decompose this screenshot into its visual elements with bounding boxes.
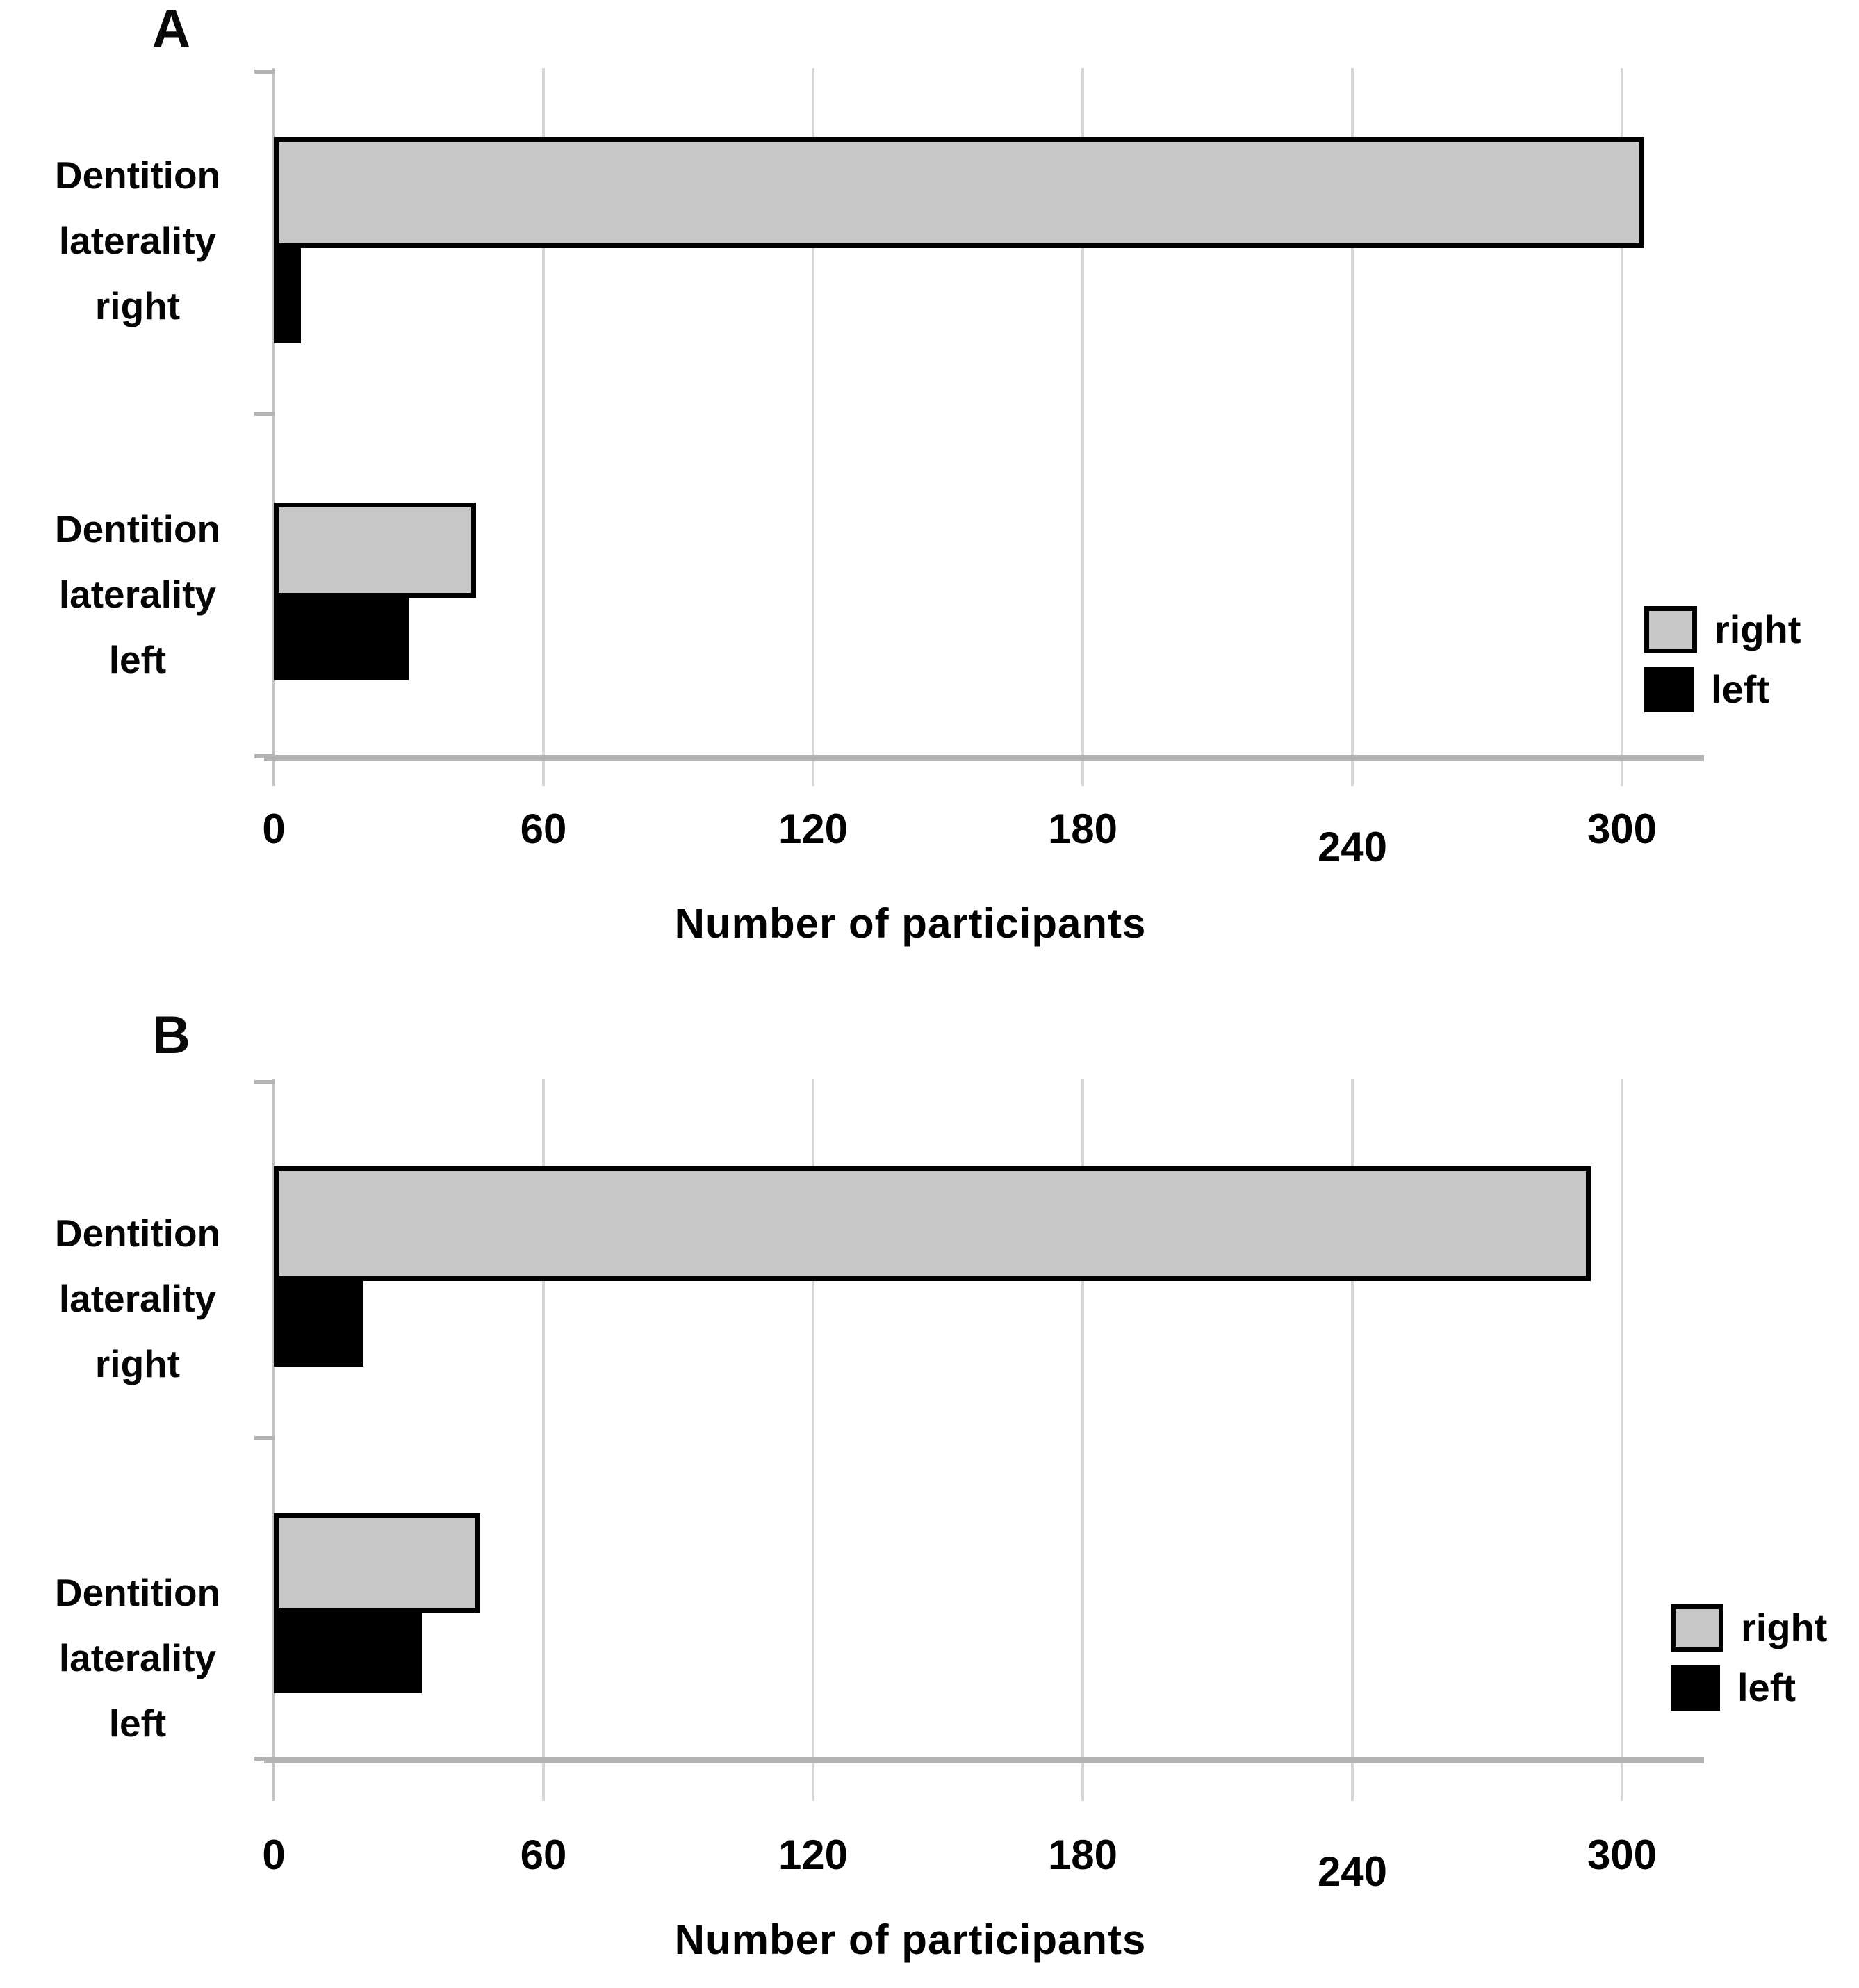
x-axis-line xyxy=(264,1757,1704,1763)
category-label-line: left xyxy=(108,1702,167,1745)
bar-left xyxy=(274,248,301,343)
legend-item: left xyxy=(1644,666,1769,713)
y-axis-tick xyxy=(254,1080,275,1084)
grid-line xyxy=(1081,68,1084,786)
bar-left xyxy=(274,598,409,680)
x-tick-label: 60 xyxy=(520,1832,567,1878)
x-tick-label: 120 xyxy=(778,806,849,852)
legend-item: left xyxy=(1671,1664,1796,1711)
bar-right xyxy=(274,503,476,598)
category-label-line: right xyxy=(95,1342,181,1385)
x-tick-label: 180 xyxy=(1047,1832,1118,1878)
legend-label: right xyxy=(1741,1606,1828,1649)
grid-line xyxy=(542,1079,545,1801)
category-label-line: right xyxy=(95,284,181,327)
category-label-line: Dentition xyxy=(54,154,221,197)
x-axis-line xyxy=(264,755,1704,761)
legend-label: left xyxy=(1737,1665,1796,1709)
bar-left xyxy=(274,1281,363,1367)
legend-item: right xyxy=(1671,1604,1827,1652)
x-tick-label: 240 xyxy=(1317,824,1388,870)
legend-swatch-right xyxy=(1671,1604,1723,1652)
legend-label: right xyxy=(1714,608,1801,651)
legend-swatch-left xyxy=(1671,1665,1720,1711)
grid-line xyxy=(1351,68,1354,786)
category-label-line: laterality xyxy=(58,219,217,262)
grid-line xyxy=(542,68,545,786)
legend-item: right xyxy=(1644,606,1801,653)
grid-line xyxy=(1081,1079,1084,1801)
grid-line xyxy=(1351,1079,1354,1801)
legend-label: left xyxy=(1711,667,1769,711)
x-tick-label: 300 xyxy=(1587,806,1657,852)
category-label-line: laterality xyxy=(58,573,217,616)
y-axis-tick xyxy=(254,754,275,758)
category-label: Dentition laterality right xyxy=(15,1200,260,1396)
x-tick-label: 0 xyxy=(262,806,286,852)
grid-line xyxy=(812,1079,814,1801)
y-axis-tick xyxy=(254,70,275,74)
category-label: Dentition laterality left xyxy=(15,1560,260,1756)
bar-right xyxy=(274,1166,1591,1281)
legend-swatch-right xyxy=(1644,606,1697,653)
category-label-line: Dentition xyxy=(54,1212,221,1255)
y-axis-tick xyxy=(254,1436,275,1440)
category-label: Dentition laterality left xyxy=(15,496,260,692)
category-label-line: laterality xyxy=(58,1277,217,1320)
y-axis-line xyxy=(272,68,275,786)
grid-line xyxy=(812,68,814,786)
x-axis-title: Number of participants xyxy=(674,900,1147,947)
x-tick-label: 120 xyxy=(778,1832,849,1878)
y-axis-tick xyxy=(254,412,275,416)
category-label-line: laterality xyxy=(58,1636,217,1679)
category-label: Dentition laterality right xyxy=(15,142,260,339)
x-tick-label: 0 xyxy=(262,1832,286,1878)
x-tick-label: 300 xyxy=(1587,1832,1657,1878)
bar-right xyxy=(274,1513,480,1613)
x-tick-label: 180 xyxy=(1047,806,1118,852)
x-axis-title: Number of participants xyxy=(674,1916,1147,1963)
category-label-line: left xyxy=(108,638,167,681)
legend-swatch-left xyxy=(1644,667,1694,712)
grid-line xyxy=(1621,68,1623,786)
x-tick-label: 240 xyxy=(1317,1848,1388,1895)
bar-right xyxy=(274,137,1644,248)
y-axis-tick xyxy=(254,1757,275,1761)
category-label-line: Dentition xyxy=(54,1571,221,1614)
panel-a-letter: A xyxy=(152,0,190,58)
bar-left xyxy=(274,1613,422,1693)
panel-b-letter: B xyxy=(152,1006,190,1065)
grid-line xyxy=(1621,1079,1623,1801)
category-label-line: Dentition xyxy=(54,507,221,551)
x-tick-label: 60 xyxy=(520,806,567,852)
